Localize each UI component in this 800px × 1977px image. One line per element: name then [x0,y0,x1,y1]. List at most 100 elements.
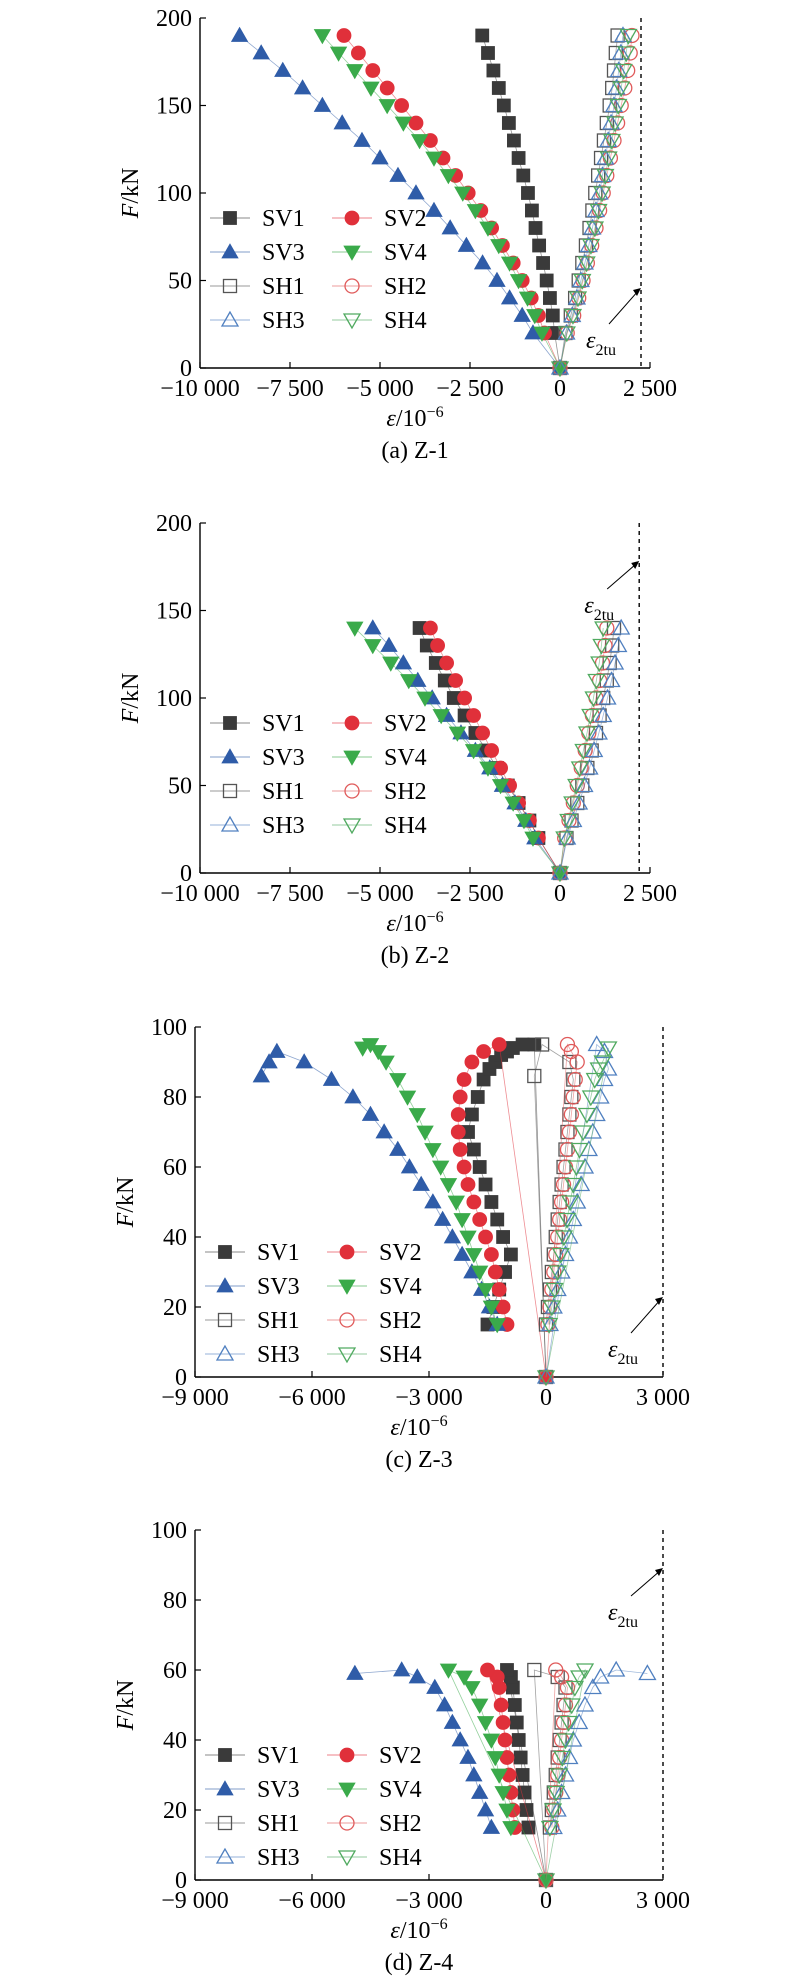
data-point [577,1107,597,1124]
data-point [379,80,395,96]
data-point [394,98,410,113]
data-point [346,1664,364,1680]
x-tick-label: 0 [540,1385,552,1411]
series-sv4 [354,1038,506,1334]
data-point [518,291,537,307]
data-point [622,45,638,61]
data-point [432,1160,450,1176]
data-point [577,726,597,743]
data-point [443,1713,462,1729]
legend-label: SV3 [262,240,305,266]
data-point [490,239,508,255]
data-point [364,619,382,635]
reference-label-arrow [630,1298,662,1334]
data-point [527,1662,542,1678]
reference-line-label: ε2tu [586,328,616,359]
data-point [456,1159,472,1175]
chart-panel: 0 20 40 60 80 100 −9 000 −6 000 −3 000 0 3 000 F/kN… [113,1518,690,1976]
legend-marker [339,1747,355,1763]
y-tick-label: 20 [163,1798,187,1824]
legend: SV1 SV2 SV3 SV4 SH1 SH2 SH3 SH4 [205,1743,422,1871]
data-point [509,1715,524,1730]
x-axis-label-exponent: −6 [427,909,444,926]
legend-marker [337,1850,357,1867]
legend: SV1 SV2 SV3 SV4 SH1 SH2 SH3 SH4 [210,206,427,334]
x-tick-label: −9 000 [161,1888,229,1914]
y-axis-label-unit: /kN [113,1680,139,1716]
data-point [466,1194,482,1210]
reference-label-arrow [608,289,640,325]
legend-marker [343,245,361,261]
chart-panel: 0 20 40 60 80 100 −9 000 −6 000 −3 000 0 3 000 F/kN… [113,1015,690,1473]
reference-label-symbol: ε [586,328,596,354]
series-sv2 [450,1037,554,1385]
data-point [525,203,539,218]
y-axis-label-unit: /kN [118,673,144,709]
x-tick-label: −3 000 [395,1888,463,1914]
data-point [581,1090,600,1107]
data-point [450,1124,466,1140]
data-point [494,1786,512,1802]
data-point [480,1662,495,1678]
data-point [439,1663,458,1679]
data-point [550,1768,569,1785]
data-point [594,706,613,723]
data-point [498,1803,516,1819]
data-point [382,656,400,672]
data-point [439,655,455,671]
data-point [596,168,615,185]
y-tick-label: 100 [156,686,192,712]
data-point [539,273,554,288]
x-axis-label-symbol: ε [390,1415,400,1441]
legend-marker [344,278,360,294]
data-point [524,831,542,847]
legend-marker [222,783,238,799]
data-point [448,726,467,742]
data-point [511,151,526,165]
panel-caption: (a) Z-1 [381,438,448,464]
data-point [550,358,570,375]
data-point [400,674,418,690]
series-sv4 [346,621,569,882]
x-axis-label-unit: /10 [400,1415,431,1441]
reference-line-label: ε2tu [608,1600,638,1631]
data-point [592,186,612,203]
data-point [533,326,551,342]
data-point [558,828,577,845]
data-point [470,1090,485,1104]
legend-marker [223,211,237,225]
data-point [430,638,446,653]
data-point [587,673,606,690]
y-axis-label: F/kN [113,1680,139,1732]
legend-label: SH4 [379,1342,422,1368]
data-point [486,1751,504,1767]
data-point [594,655,611,671]
data-point [513,1750,528,1765]
data-point [548,1265,567,1282]
data-point [609,61,628,78]
data-point [553,1194,570,1210]
y-tick-label: 50 [168,269,192,295]
data-point [295,1053,313,1069]
series-sh4 [536,1663,595,1890]
data-point [500,256,519,272]
legend-label: SV4 [379,1777,422,1803]
y-tick-label: 60 [163,1155,187,1181]
data-point [617,46,636,63]
series-sh4 [550,621,613,883]
legend-label: SV2 [379,1240,422,1266]
data-point [464,1054,480,1070]
x-tick-label: −2 500 [436,881,504,907]
reference-label-symbol: ε [608,1600,618,1626]
data-point [378,99,396,115]
y-tick-label: 40 [163,1225,187,1251]
y-tick-label: 100 [151,1015,187,1041]
data-point [484,1195,499,1209]
data-point [466,708,482,723]
data-point [497,1732,513,1748]
data-point [503,1247,518,1262]
data-point [556,1733,575,1750]
series-sv4 [439,1663,555,1889]
data-point [346,64,364,80]
